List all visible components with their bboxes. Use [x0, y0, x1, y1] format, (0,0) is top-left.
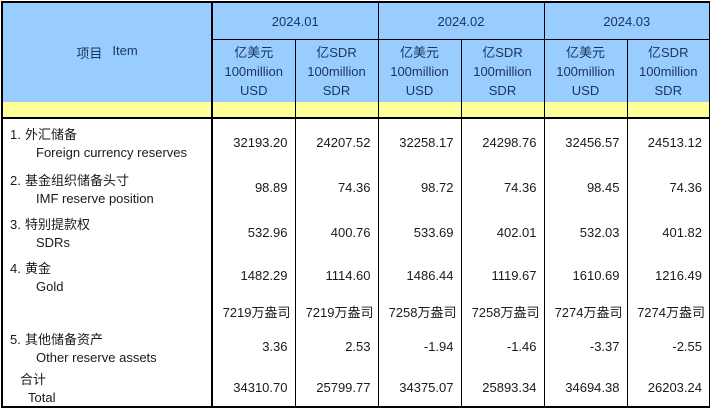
value-cell: 532.03 [543, 210, 627, 254]
row-label: 1. 外汇储备 Foreign currency reserves [2, 118, 213, 165]
value-cell: 24207.52 [294, 118, 378, 165]
table-row-imf-reserve-position: 2. 基金组织储备头寸 IMF reserve position 98.89 74… [2, 165, 710, 210]
value-cell: 1486.44 [377, 254, 461, 297]
value-cell: 74.36 [460, 165, 544, 210]
item-column-header: 项目 Item [2, 2, 213, 102]
table-row-gold: 4. 黄金 Gold 1482.29 1114.60 1486.44 1119.6… [2, 254, 710, 297]
month-header-2024-01: 2024.01 [211, 2, 378, 40]
value-cell: 34694.38 [543, 368, 627, 407]
value-cell: -1.46 [460, 325, 544, 368]
value-cell: 25893.34 [460, 368, 544, 407]
value-cell: 24513.12 [626, 118, 710, 165]
row-label: 4. 黄金 Gold [2, 254, 213, 297]
value-cell: 26203.24 [626, 368, 710, 407]
value-cell: 7274万盎司 [626, 297, 710, 325]
value-cell: 1114.60 [294, 254, 378, 297]
unit-header-sdr: 亿SDR 100million SDR [626, 39, 710, 102]
value-cell: 34310.70 [211, 368, 295, 407]
row-label: 合计 Total [2, 368, 213, 407]
value-cell: 1119.67 [460, 254, 544, 297]
separator-band [2, 102, 710, 119]
value-cell: 74.36 [294, 165, 378, 210]
unit-header-sdr: 亿SDR 100million SDR [460, 39, 544, 102]
value-cell: 400.76 [294, 210, 378, 254]
value-cell: 7274万盎司 [543, 297, 627, 325]
value-cell: 32193.20 [211, 118, 295, 165]
value-cell: 7219万盎司 [211, 297, 295, 325]
value-cell: -3.37 [543, 325, 627, 368]
table-row-foreign-currency-reserves: 1. 外汇储备 Foreign currency reserves 32193.2… [2, 118, 710, 165]
value-cell: 24298.76 [460, 118, 544, 165]
value-cell: 25799.77 [294, 368, 378, 407]
value-cell: 401.82 [626, 210, 710, 254]
value-cell: 98.72 [377, 165, 461, 210]
value-cell: -2.55 [626, 325, 710, 368]
value-cell: 1610.69 [543, 254, 627, 297]
value-cell: 533.69 [377, 210, 461, 254]
month-header-2024-02: 2024.02 [377, 2, 544, 40]
value-cell: 74.36 [626, 165, 710, 210]
row-label: 5. 其他储备资产 Other reserve assets [2, 325, 213, 368]
value-cell: 32456.57 [543, 118, 627, 165]
value-cell: 532.96 [211, 210, 295, 254]
value-cell: 98.89 [211, 165, 295, 210]
value-cell: 3.36 [211, 325, 295, 368]
table-row-other-reserve-assets: 5. 其他储备资产 Other reserve assets 3.36 2.53 … [2, 325, 710, 368]
value-cell: 7258万盎司 [460, 297, 544, 325]
unit-header-usd: 亿美元 100million USD [377, 39, 461, 102]
table-row-sdrs: 3. 特别提款权 SDRs 532.96 400.76 533.69 402.01… [2, 210, 710, 254]
value-cell: 34375.07 [377, 368, 461, 407]
item-header-en: Item [112, 43, 138, 58]
value-cell: 32258.17 [377, 118, 461, 165]
value-cell: 2.53 [294, 325, 378, 368]
row-label: 2. 基金组织储备头寸 IMF reserve position [2, 165, 213, 210]
value-cell: -1.94 [377, 325, 461, 368]
unit-header-usd: 亿美元 100million USD [543, 39, 627, 102]
item-header-zh: 项目 [76, 46, 103, 61]
row-label [2, 297, 213, 325]
row-label: 3. 特别提款权 SDRs [2, 210, 213, 254]
value-cell: 1482.29 [211, 254, 295, 297]
value-cell: 7219万盎司 [294, 297, 378, 325]
table-row-gold-ounces: 7219万盎司 7219万盎司 7258万盎司 7258万盎司 7274万盎司 … [2, 297, 710, 325]
unit-header-usd: 亿美元 100million USD [211, 39, 295, 102]
unit-header-sdr: 亿SDR 100million SDR [294, 39, 378, 102]
table-row-total: 合计 Total 34310.70 25799.77 34375.07 2589… [2, 368, 710, 407]
month-header-2024-03: 2024.03 [543, 2, 710, 40]
value-cell: 7258万盎司 [377, 297, 461, 325]
value-cell: 98.45 [543, 165, 627, 210]
value-cell: 1216.49 [626, 254, 710, 297]
value-cell: 402.01 [460, 210, 544, 254]
